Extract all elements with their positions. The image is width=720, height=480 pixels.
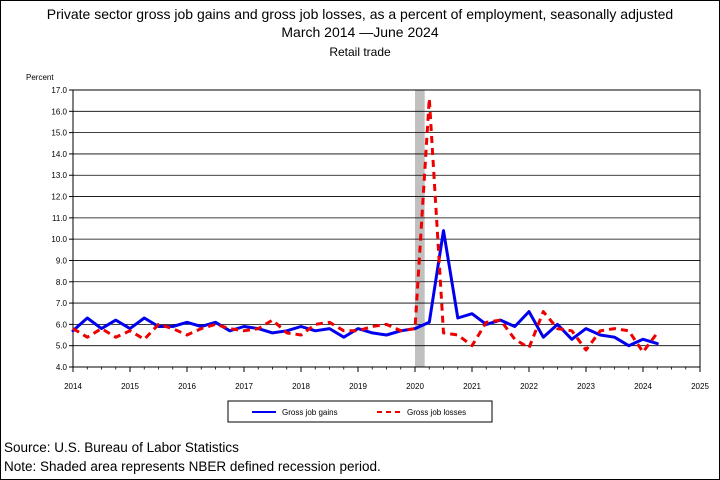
- x-tick-label: 2023: [577, 382, 595, 391]
- y-tick-label: 9.0: [56, 256, 68, 265]
- x-tick-label: 2015: [121, 382, 139, 391]
- y-tick-label: 10.0: [51, 235, 67, 244]
- series-line-gross-job-losses: [72, 97, 659, 354]
- gridlines-layer: [73, 89, 700, 368]
- shading-note: Note: Shaded area represents NBER define…: [4, 459, 381, 474]
- source-note: Source: U.S. Bureau of Labor Statistics: [4, 440, 239, 455]
- y-tick-label: 7.0: [56, 299, 68, 308]
- y-tick-label: 12.0: [51, 193, 67, 202]
- x-tick-label: 2022: [520, 382, 538, 391]
- y-tick-label: 6.0: [56, 320, 68, 329]
- chart-subtitle: March 2014 —June 2024: [281, 24, 439, 40]
- legend-label: Gross job gains: [282, 408, 338, 417]
- y-tick-label: 5.0: [56, 342, 68, 351]
- legend-label: Gross job losses: [407, 408, 466, 417]
- y-tick-label: 16.0: [51, 107, 67, 116]
- x-tick-label: 2024: [634, 382, 652, 391]
- y-tick-label: 4.0: [56, 363, 68, 372]
- x-tick-label: 2025: [691, 382, 709, 391]
- y-tick-label: 17.0: [51, 86, 67, 95]
- x-tick-label: 2016: [178, 382, 196, 391]
- legend-box: [227, 400, 493, 423]
- x-tick-label: 2019: [349, 382, 367, 391]
- chart-subtitle-industry: Retail trade: [329, 45, 391, 59]
- y-tick-label: 14.0: [51, 150, 67, 159]
- x-tick-label: 2020: [406, 382, 424, 391]
- y-tick-label: 11.0: [52, 214, 68, 223]
- y-tick-label: 15.0: [51, 129, 67, 138]
- chart-title: Private sector gross job gains and gross…: [46, 6, 674, 22]
- y-tick-label: 13.0: [51, 171, 67, 180]
- plot-area-border: [72, 89, 701, 368]
- x-tick-label: 2017: [235, 382, 253, 391]
- series-layer: [71, 97, 659, 354]
- y-axis-label: Percent: [26, 73, 54, 82]
- axes-layer: 4.0 5.0 6.0 7.0 8.0 9.0 10.0 11.0 12.0 13.0 14.0 15…: [51, 86, 709, 391]
- x-tick-label: 2014: [64, 382, 82, 391]
- x-tick-label: 2021: [463, 382, 481, 391]
- y-tick-label: 8.0: [56, 278, 68, 287]
- legend: Gross job gains Gross job losses: [227, 400, 493, 423]
- x-tick-label: 2018: [292, 382, 310, 391]
